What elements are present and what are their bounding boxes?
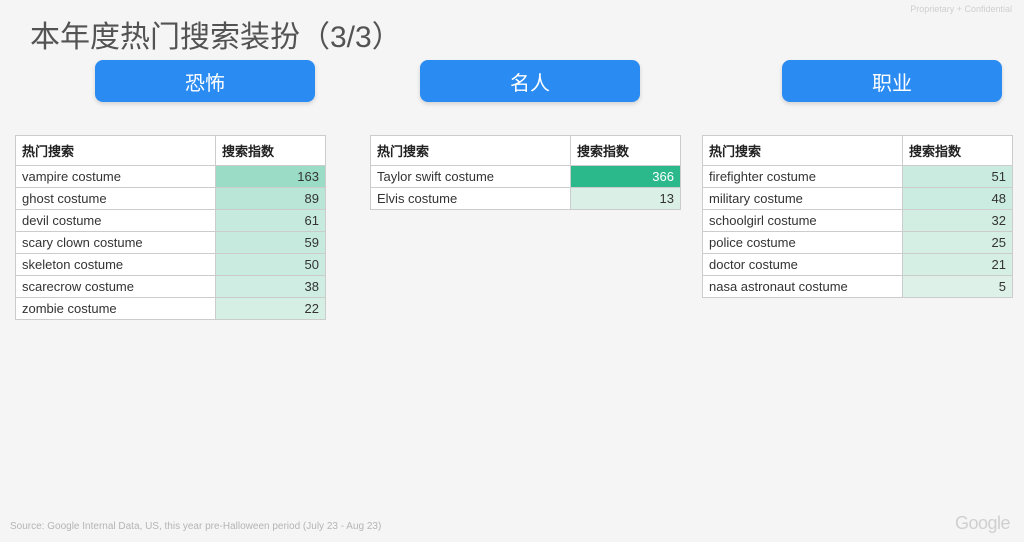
table-row: military costume48 — [703, 188, 1013, 210]
cell-index: 25 — [903, 232, 1013, 254]
cell-index: 48 — [903, 188, 1013, 210]
cell-index: 366 — [571, 166, 681, 188]
search-table: 热门搜索搜索指数vampire costume163ghost costume8… — [15, 135, 326, 320]
brand-logo: Google — [955, 513, 1010, 534]
category-pill-label: 恐怖 — [185, 67, 225, 96]
cell-index: 5 — [903, 276, 1013, 298]
cell-index: 59 — [216, 232, 326, 254]
cell-term: police costume — [703, 232, 903, 254]
category-pill-label: 名人 — [510, 67, 550, 96]
table-row: scarecrow costume38 — [16, 276, 326, 298]
cell-term: firefighter costume — [703, 166, 903, 188]
table-row: Taylor swift costume366 — [371, 166, 681, 188]
confidential-label: Proprietary + Confidential — [910, 4, 1012, 14]
col-header-index: 搜索指数 — [216, 136, 326, 166]
table-row: doctor costume21 — [703, 254, 1013, 276]
col-header-term: 热门搜索 — [16, 136, 216, 166]
table-row: skeleton costume50 — [16, 254, 326, 276]
cell-index: 61 — [216, 210, 326, 232]
cell-index: 50 — [216, 254, 326, 276]
cell-term: Taylor swift costume — [371, 166, 571, 188]
cell-term: scary clown costume — [16, 232, 216, 254]
cell-term: military costume — [703, 188, 903, 210]
cell-term: schoolgirl costume — [703, 210, 903, 232]
category-pill-label: 职业 — [872, 67, 912, 96]
cell-index: 22 — [216, 298, 326, 320]
cell-term: devil costume — [16, 210, 216, 232]
cell-term: skeleton costume — [16, 254, 216, 276]
cell-term: doctor costume — [703, 254, 903, 276]
cell-term: Elvis costume — [371, 188, 571, 210]
col-header-index: 搜索指数 — [571, 136, 681, 166]
cell-index: 13 — [571, 188, 681, 210]
page-title: 本年度热门搜索装扮（3/3） — [30, 12, 402, 56]
table-row: nasa astronaut costume5 — [703, 276, 1013, 298]
search-table: 热门搜索搜索指数firefighter costume51military co… — [702, 135, 1013, 298]
col-header-term: 热门搜索 — [371, 136, 571, 166]
cell-term: ghost costume — [16, 188, 216, 210]
table-row: devil costume61 — [16, 210, 326, 232]
cell-term: nasa astronaut costume — [703, 276, 903, 298]
search-table: 热门搜索搜索指数Taylor swift costume366Elvis cos… — [370, 135, 681, 210]
source-note: Source: Google Internal Data, US, this y… — [10, 521, 381, 532]
table-row: ghost costume89 — [16, 188, 326, 210]
table-row: vampire costume163 — [16, 166, 326, 188]
col-header-term: 热门搜索 — [703, 136, 903, 166]
table-row: zombie costume22 — [16, 298, 326, 320]
cell-index: 51 — [903, 166, 1013, 188]
category-pill[interactable]: 恐怖 — [95, 60, 315, 102]
cell-term: scarecrow costume — [16, 276, 216, 298]
cell-term: zombie costume — [16, 298, 216, 320]
cell-index: 32 — [903, 210, 1013, 232]
category-pill[interactable]: 职业 — [782, 60, 1002, 102]
table-row: Elvis costume13 — [371, 188, 681, 210]
table-row: firefighter costume51 — [703, 166, 1013, 188]
col-header-index: 搜索指数 — [903, 136, 1013, 166]
cell-index: 163 — [216, 166, 326, 188]
table-row: schoolgirl costume32 — [703, 210, 1013, 232]
cell-index: 21 — [903, 254, 1013, 276]
cell-term: vampire costume — [16, 166, 216, 188]
category-pill[interactable]: 名人 — [420, 60, 640, 102]
cell-index: 38 — [216, 276, 326, 298]
table-row: police costume25 — [703, 232, 1013, 254]
table-row: scary clown costume59 — [16, 232, 326, 254]
cell-index: 89 — [216, 188, 326, 210]
